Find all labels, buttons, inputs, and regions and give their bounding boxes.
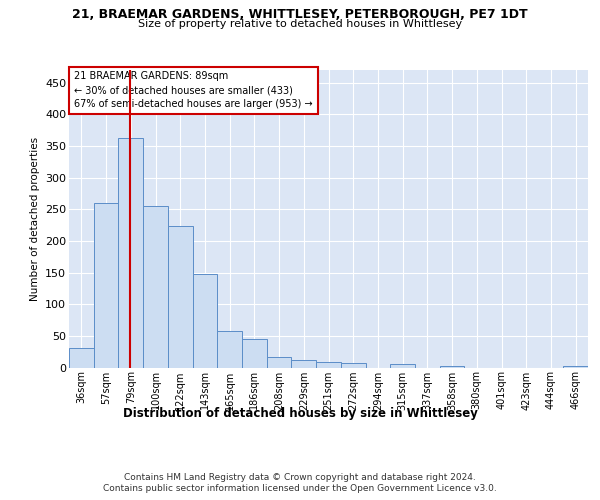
Text: Contains HM Land Registry data © Crown copyright and database right 2024.: Contains HM Land Registry data © Crown c… [124, 472, 476, 482]
Text: Size of property relative to detached houses in Whittlesey: Size of property relative to detached ho… [138, 19, 462, 29]
Bar [168, 226, 193, 368]
Bar [69, 348, 94, 368]
Bar [292, 360, 316, 368]
Bar [341, 363, 365, 368]
Bar [440, 366, 464, 368]
Text: Contains public sector information licensed under the Open Government Licence v3: Contains public sector information licen… [103, 484, 497, 493]
Bar [267, 356, 292, 368]
Bar [563, 366, 588, 368]
Bar [390, 364, 415, 368]
Bar [193, 274, 217, 368]
Text: Distribution of detached houses by size in Whittlesey: Distribution of detached houses by size … [122, 408, 478, 420]
Bar [118, 138, 143, 368]
Text: 21, BRAEMAR GARDENS, WHITTLESEY, PETERBOROUGH, PE7 1DT: 21, BRAEMAR GARDENS, WHITTLESEY, PETERBO… [72, 8, 528, 20]
Bar [316, 362, 341, 368]
Bar [217, 332, 242, 368]
Bar [94, 203, 118, 368]
Bar [143, 206, 168, 368]
Y-axis label: Number of detached properties: Number of detached properties [29, 136, 40, 301]
Text: 21 BRAEMAR GARDENS: 89sqm
← 30% of detached houses are smaller (433)
67% of semi: 21 BRAEMAR GARDENS: 89sqm ← 30% of detac… [74, 72, 313, 110]
Bar [242, 339, 267, 368]
